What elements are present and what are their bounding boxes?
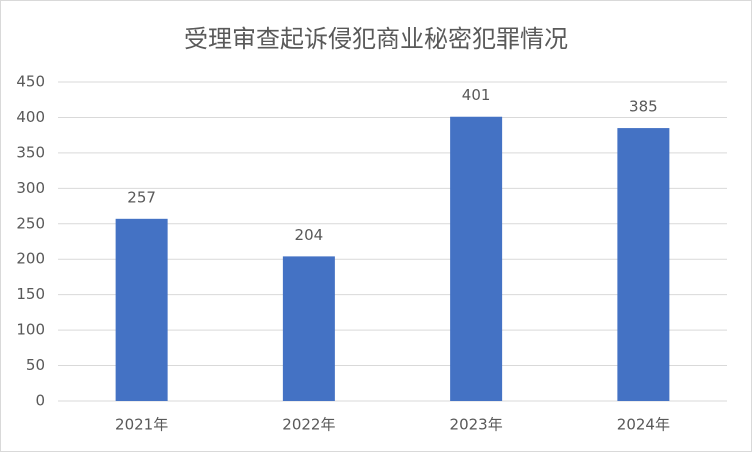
chart-title: 受理审查起诉侵犯商业秘密犯罪情况 [184, 25, 568, 53]
y-tick-label: 150 [16, 285, 45, 303]
bar [282, 256, 335, 401]
bar [617, 128, 670, 402]
y-tick-label: 250 [16, 214, 45, 232]
y-tick-label: 0 [35, 392, 45, 410]
x-tick-label: 2024年 [617, 416, 670, 434]
y-tick-label: 300 [16, 179, 45, 197]
bar [450, 116, 503, 401]
x-tick-label: 2021年 [115, 416, 168, 434]
y-tick-label: 350 [16, 143, 45, 161]
x-tick-label: 2023年 [450, 416, 503, 434]
data-label: 204 [295, 226, 324, 244]
y-tick-label: 50 [26, 356, 45, 374]
bar [115, 218, 168, 401]
data-label: 401 [462, 86, 491, 104]
y-tick-label: 400 [16, 108, 45, 126]
data-label: 385 [629, 98, 658, 116]
data-label: 257 [127, 188, 156, 206]
y-tick-label: 450 [16, 73, 45, 91]
x-tick-label: 2022年 [282, 416, 335, 434]
y-tick-label: 100 [16, 321, 45, 339]
y-tick-label: 200 [16, 250, 45, 268]
